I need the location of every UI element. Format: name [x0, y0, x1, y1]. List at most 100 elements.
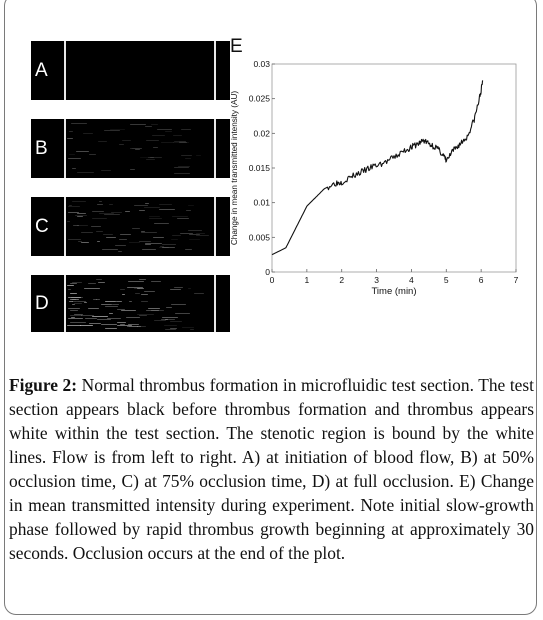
- thrombus-streaks: [67, 275, 215, 332]
- thrombus-streak: [81, 241, 89, 243]
- thrombus-streak: [128, 280, 145, 282]
- thrombus-streak: [176, 217, 190, 219]
- thrombus-streak: [195, 234, 210, 236]
- thrombus-streak: [120, 289, 125, 291]
- thrombus-streak: [76, 151, 89, 153]
- thrombus-streak: [68, 318, 83, 319]
- microscopy-panel-c: C: [31, 197, 230, 256]
- panel-label-b: B: [35, 137, 48, 159]
- thrombus-streak: [158, 204, 172, 206]
- figure-label: Figure 2:: [9, 375, 78, 395]
- thrombus-streak: [69, 309, 79, 311]
- thrombus-streak: [117, 321, 126, 323]
- thrombus-streak: [129, 325, 147, 327]
- thrombus-streak: [70, 321, 86, 323]
- thrombus-streak: [111, 211, 123, 213]
- thrombus-streak: [184, 248, 192, 250]
- thrombus-streak: [172, 216, 189, 218]
- thrombus-streak: [77, 240, 82, 242]
- thrombus-streak: [140, 230, 146, 232]
- thrombus-streak: [80, 325, 94, 327]
- thrombus-streak: [179, 232, 193, 234]
- thrombus-streak: [77, 215, 84, 217]
- y-tick-label: 0.025: [249, 94, 271, 104]
- thrombus-streak: [160, 246, 164, 248]
- thrombus-streak: [134, 148, 140, 150]
- thrombus-streak: [98, 212, 115, 214]
- thrombus-streak: [89, 322, 102, 324]
- thrombus-streak: [137, 288, 145, 289]
- thrombus-streak: [137, 326, 141, 327]
- stenosis-boundary-right: [214, 41, 216, 100]
- thrombus-streak: [68, 307, 81, 309]
- thrombus-streak: [80, 314, 95, 316]
- thrombus-streak: [187, 230, 202, 232]
- thrombus-streak: [144, 202, 150, 204]
- thrombus-streak: [69, 299, 80, 301]
- thrombus-streak: [164, 318, 168, 320]
- thrombus-streak: [145, 243, 163, 245]
- thrombus-streak: [84, 317, 98, 319]
- thrombus-streak: [196, 154, 202, 156]
- thrombus-streak: [105, 237, 116, 239]
- thrombus-streak: [129, 301, 133, 302]
- thrombus-streak: [97, 141, 107, 143]
- thrombus-streak: [173, 167, 190, 169]
- thrombus-streak: [146, 159, 156, 161]
- thrombus-streak: [178, 166, 190, 168]
- x-tick-label: 1: [304, 275, 309, 285]
- thrombus-streak: [68, 300, 74, 302]
- thrombus-streak: [140, 231, 157, 233]
- thrombus-streak: [139, 279, 147, 281]
- thrombus-streak: [146, 309, 160, 311]
- thrombus-streak: [173, 172, 190, 174]
- thrombus-streak: [153, 319, 167, 321]
- thrombus-streak: [169, 321, 183, 323]
- thrombus-streak: [67, 284, 74, 286]
- figure-frame: [4, 0, 537, 615]
- thrombus-streak: [140, 157, 150, 159]
- stenosis-boundary-right: [214, 197, 216, 256]
- thrombus-streaks: [67, 119, 215, 178]
- thrombus-streak: [122, 139, 131, 141]
- thrombus-streak: [76, 301, 86, 303]
- thrombus-streak: [139, 314, 147, 316]
- thrombus-streak: [189, 234, 201, 236]
- thrombus-streak: [97, 240, 101, 242]
- thrombus-streak: [70, 292, 78, 294]
- thrombus-streak: [89, 153, 96, 155]
- thrombus-streak: [96, 319, 112, 321]
- thrombus-streak: [121, 294, 125, 296]
- thrombus-streak: [81, 232, 93, 233]
- thrombus-streak: [153, 222, 169, 224]
- stenosis-boundary-left: [64, 275, 66, 332]
- thrombus-streak: [71, 304, 76, 306]
- thrombus-streak: [87, 282, 96, 284]
- thrombus-streak: [73, 302, 82, 304]
- thrombus-streak: [95, 298, 101, 300]
- microscopy-panel-a: A: [31, 41, 230, 100]
- thrombus-streak: [171, 235, 181, 237]
- thrombus-streak: [140, 300, 148, 302]
- thrombus-streak: [169, 327, 177, 329]
- thrombus-streak: [174, 140, 186, 142]
- thrombus-streak: [100, 323, 118, 325]
- thrombus-streak: [133, 204, 148, 206]
- y-tick-label: 0.015: [249, 163, 271, 173]
- x-tick-label: 6: [479, 275, 484, 285]
- thrombus-streak: [68, 297, 82, 299]
- thrombus-streak: [118, 144, 125, 146]
- thrombus-streak: [178, 141, 187, 143]
- x-tick-label: 2: [339, 275, 344, 285]
- thrombus-streak: [72, 225, 79, 226]
- thrombus-streak: [71, 300, 78, 302]
- thrombus-streak: [159, 208, 176, 210]
- y-tick-label: 0.005: [249, 232, 271, 242]
- thrombus-streak: [166, 307, 173, 309]
- thrombus-streak: [170, 289, 182, 291]
- thrombus-streak: [173, 141, 189, 143]
- thrombus-streak: [147, 157, 154, 159]
- thrombus-streak: [104, 328, 117, 329]
- thrombus-streak: [174, 286, 183, 288]
- thrombus-streak: [152, 236, 165, 238]
